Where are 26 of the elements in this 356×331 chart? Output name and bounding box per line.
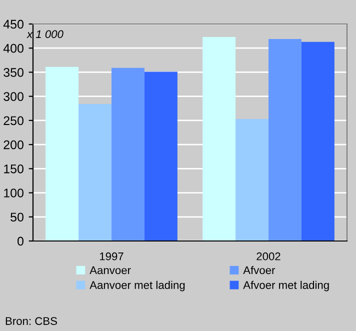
bar <box>202 37 236 241</box>
bar <box>78 104 112 241</box>
y-tick-label: 250 <box>4 116 24 126</box>
legend-label: Afvoer <box>243 266 276 274</box>
y-tick-label: 150 <box>4 164 24 174</box>
y-tick-label: 450 <box>3 20 24 29</box>
x-tick-label: 2002 <box>256 252 280 260</box>
y-tick-label: 50 <box>10 212 24 222</box>
y-tick-label: 100 <box>4 188 24 198</box>
y-tick-label: 200 <box>4 140 24 150</box>
bar <box>236 119 268 241</box>
legend-label: Aanvoer met lading <box>90 280 185 292</box>
y-tick-label: 0 <box>18 236 24 246</box>
legend-label: Aanvoer <box>90 266 131 274</box>
bar <box>46 66 79 241</box>
bar <box>268 38 302 241</box>
y-axis-title: x 1 000 <box>26 30 64 38</box>
legend-label: Afvoer met lading <box>243 280 329 292</box>
bar <box>144 72 178 241</box>
y-tick-label: 400 <box>3 44 24 53</box>
y-tick-label: 350 <box>4 68 24 77</box>
y-tick-label: 300 <box>4 92 24 101</box>
text: Bron: CBS <box>6 317 57 325</box>
bar <box>301 42 334 241</box>
x-tick-label: 1997 <box>100 252 124 260</box>
bar <box>112 68 144 241</box>
